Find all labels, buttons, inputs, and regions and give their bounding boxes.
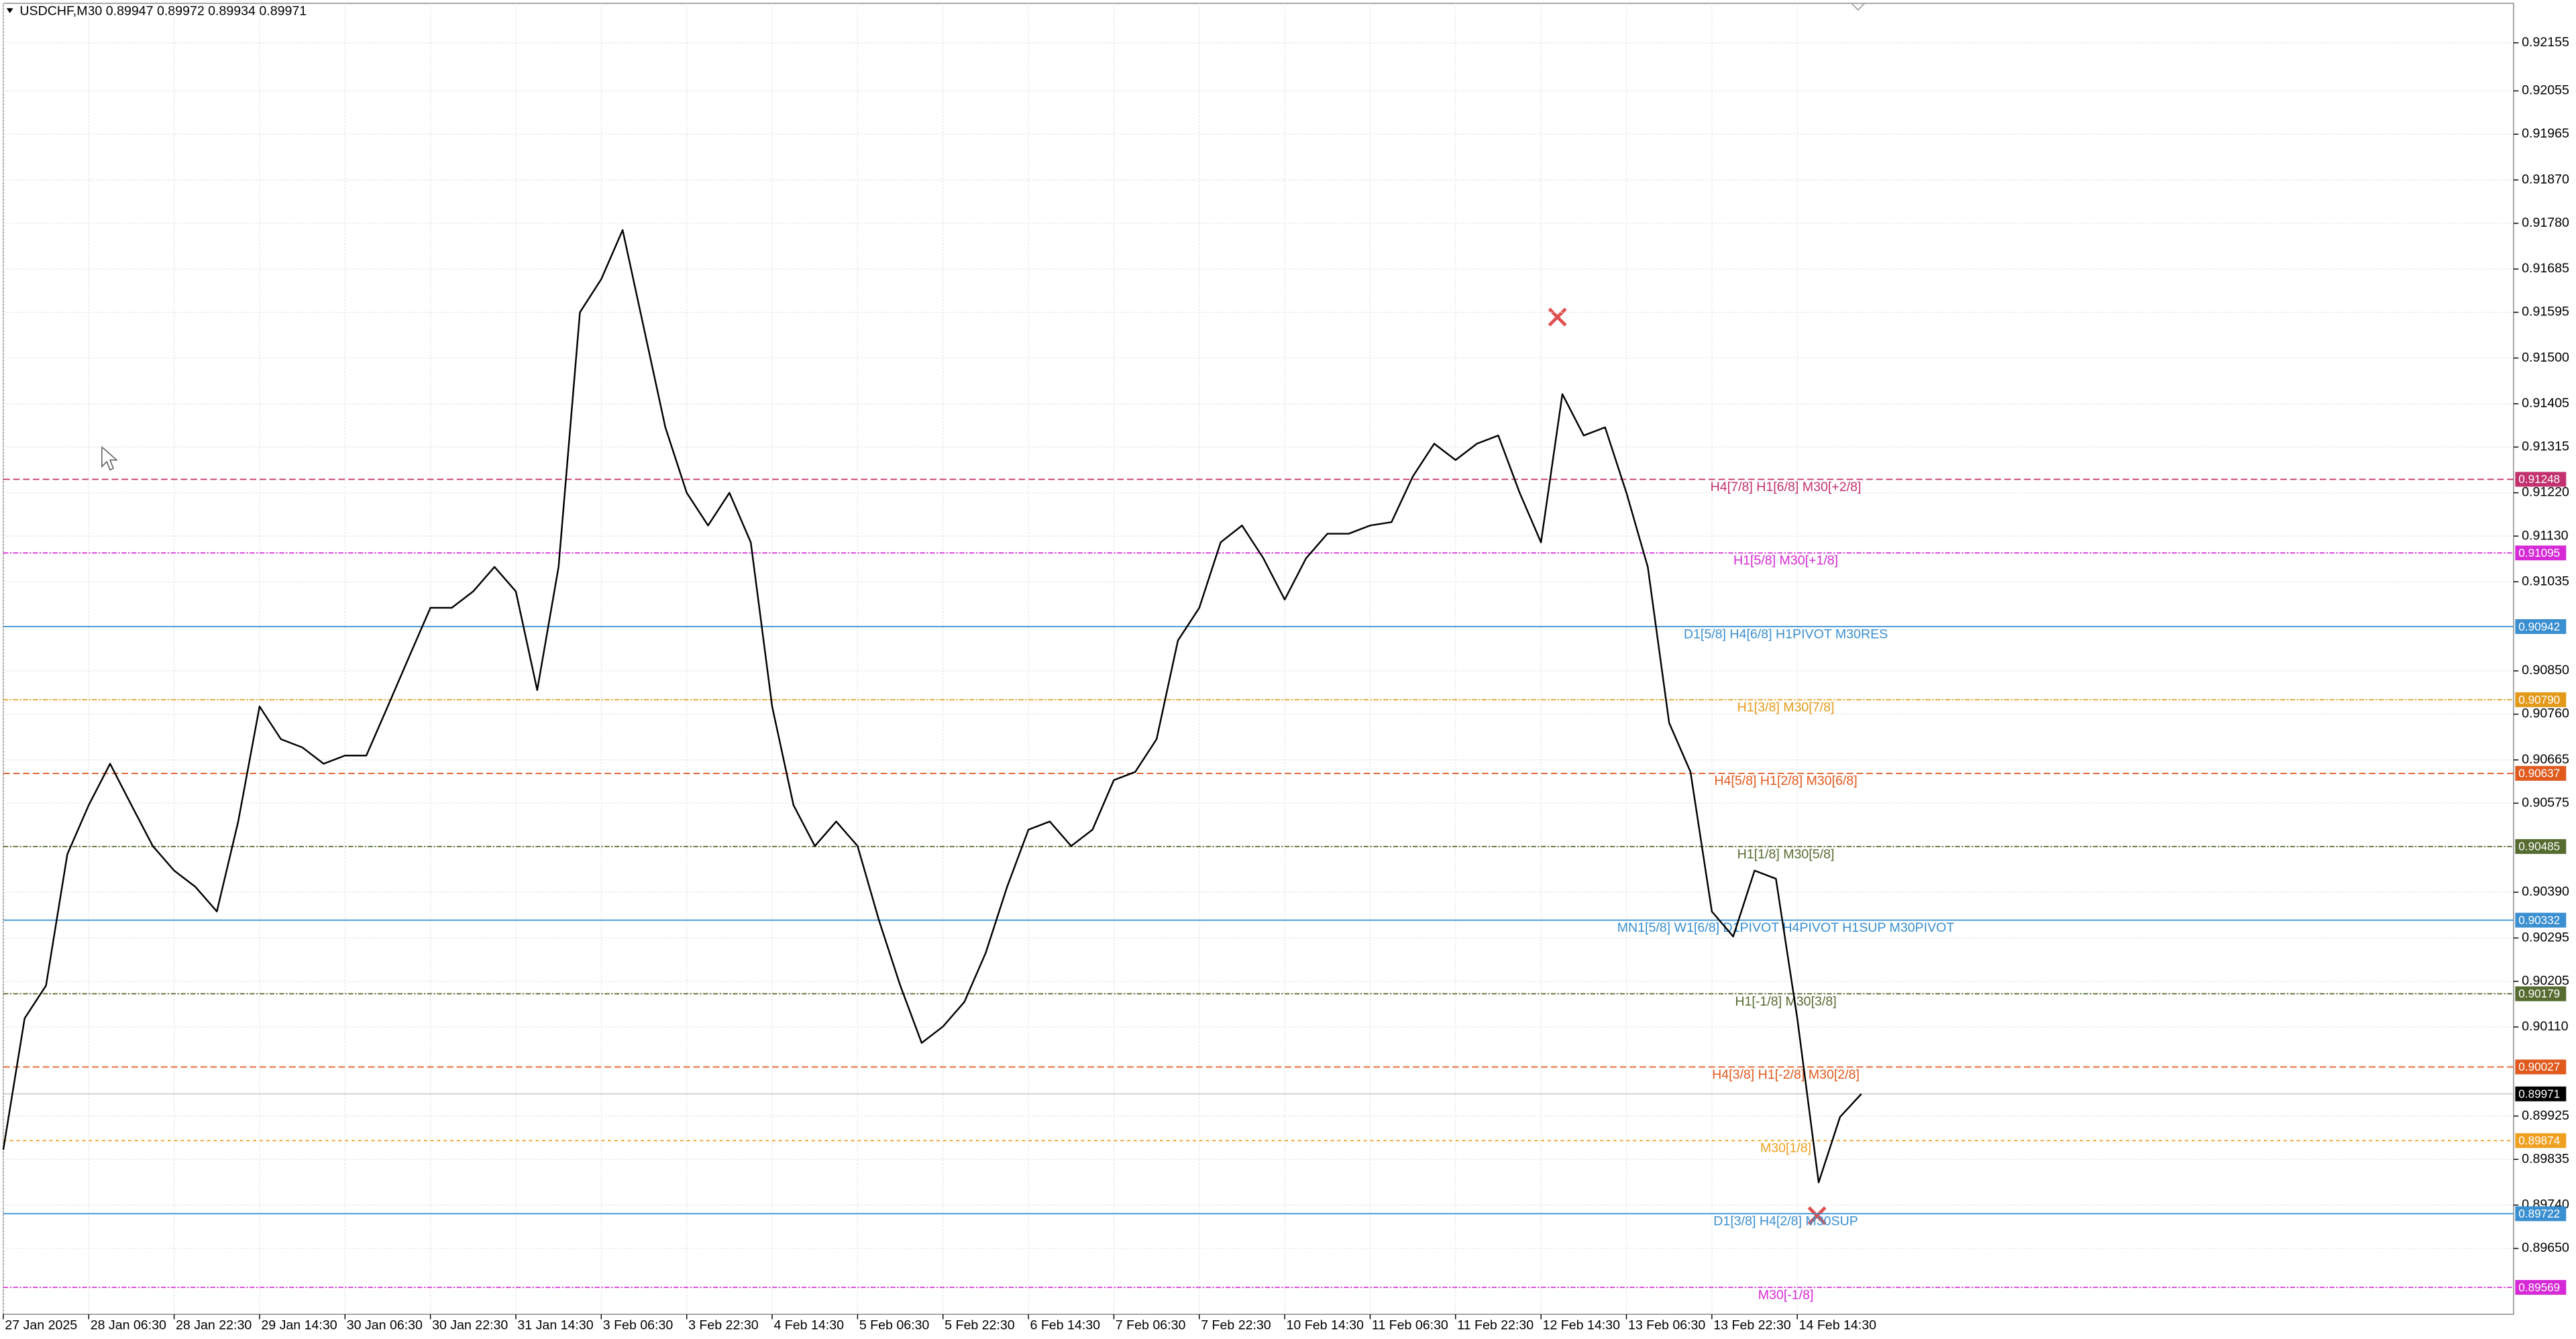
level-price-box	[2515, 765, 2567, 781]
level-price-label: 0.90179	[2518, 987, 2560, 1000]
y-tick-label: 0.91965	[2522, 126, 2569, 141]
y-tick-label: 0.90110	[2522, 1019, 2568, 1034]
current-price-label: 0.89971	[2518, 1087, 2560, 1100]
level-price-box	[2515, 1133, 2567, 1148]
level-label: H4[5/8] H1[2/8] M30[6/8]	[1714, 773, 1857, 788]
x-tick-label: 12 Feb 14:30	[1543, 1318, 1620, 1333]
y-tick-label: 0.89835	[2522, 1151, 2569, 1166]
level-price-label: 0.90485	[2518, 840, 2560, 853]
y-tick-label: 0.91405	[2522, 396, 2569, 411]
level-price-box	[2515, 839, 2567, 854]
level-price-label: 0.91095	[2518, 546, 2560, 559]
level-label: M30[1/8]	[1760, 1141, 1811, 1156]
current-price-box	[2515, 1086, 2567, 1102]
x-tick-label: 11 Feb 22:30	[1457, 1318, 1534, 1333]
level-price-label: 0.90942	[2518, 620, 2560, 633]
y-tick-label: 0.92055	[2522, 83, 2569, 98]
x-tick-label: 7 Feb 22:30	[1201, 1318, 1271, 1333]
shift-marker	[1851, 3, 1866, 11]
marker-high	[1548, 307, 1567, 327]
level-label: H1[3/8] M30[7/8]	[1737, 700, 1835, 714]
y-tick-label: 0.91500	[2522, 350, 2569, 365]
level-price-box	[2515, 1059, 2567, 1075]
x-tick-label: 14 Feb 14:30	[1799, 1318, 1876, 1333]
chart-title: USDCHF,M30 0.89947 0.89972 0.89934 0.899…	[19, 3, 307, 18]
price-line	[2, 229, 1862, 1183]
level-label: MN1[5/8] W1[6/8] D1PIVOT H4PIVOT H1SUP M…	[1617, 920, 1955, 935]
x-tick-label: 5 Feb 06:30	[859, 1318, 930, 1333]
level-price-label: 0.89874	[2518, 1134, 2560, 1147]
level-price-box	[2515, 1206, 2567, 1222]
menu-arrow[interactable]	[6, 8, 13, 13]
x-tick-label: 28 Jan 06:30	[91, 1318, 166, 1333]
y-tick-label: 0.89650	[2522, 1240, 2569, 1255]
cursor	[101, 445, 118, 471]
y-tick-label: 0.92155	[2522, 35, 2569, 50]
level-label: H4[7/8] H1[6/8] M30[+2/8]	[1711, 480, 1862, 494]
y-tick-label: 0.90295	[2522, 930, 2569, 945]
level-price-box	[2515, 619, 2567, 635]
level-price-box	[2515, 692, 2567, 708]
level-price-box	[2515, 986, 2567, 1002]
level-price-box	[2515, 545, 2567, 561]
y-tick-label: 0.91685	[2522, 261, 2569, 276]
x-tick-label: 13 Feb 06:30	[1628, 1318, 1705, 1333]
y-tick-label: 0.90850	[2522, 663, 2569, 678]
y-tick-label: 0.89925	[2522, 1108, 2569, 1123]
x-tick-label: 27 Jan 2025	[5, 1318, 77, 1333]
y-tick-label: 0.90575	[2522, 795, 2569, 810]
level-label: H1[5/8] M30[+1/8]	[1733, 553, 1838, 568]
level-price-label: 0.89569	[2518, 1281, 2560, 1294]
y-tick-label: 0.91035	[2522, 574, 2569, 588]
y-tick-label: 0.90205	[2522, 973, 2569, 988]
level-price-label: 0.89722	[2518, 1207, 2560, 1220]
x-tick-label: 28 Jan 22:30	[176, 1318, 252, 1333]
level-price-label: 0.90790	[2518, 693, 2560, 706]
y-tick-label: 0.91130	[2522, 528, 2568, 543]
level-price-label: 0.91248	[2518, 472, 2560, 486]
x-tick-label: 6 Feb 14:30	[1030, 1318, 1101, 1333]
level-price-box	[2515, 912, 2567, 928]
marker-low	[1807, 1206, 1827, 1226]
y-tick-label: 0.91870	[2522, 172, 2569, 186]
x-tick-label: 5 Feb 22:30	[945, 1318, 1015, 1333]
level-label: H1[-1/8] M30[3/8]	[1735, 994, 1836, 1009]
y-tick-label: 0.91595	[2522, 305, 2569, 319]
level-price-label: 0.90332	[2518, 913, 2560, 926]
x-tick-label: 10 Feb 14:30	[1287, 1318, 1364, 1333]
level-label: M30[-1/8]	[1758, 1287, 1814, 1302]
y-tick-label: 0.91220	[2522, 485, 2569, 500]
level-price-label: 0.90637	[2518, 767, 2560, 780]
x-tick-label: 31 Jan 14:30	[517, 1318, 593, 1333]
level-price-label: 0.90027	[2518, 1060, 2560, 1073]
level-label: D1[5/8] H4[6/8] H1PIVOT M30RES	[1684, 627, 1888, 641]
x-tick-label: 3 Feb 22:30	[688, 1318, 759, 1333]
y-tick-label: 0.91780	[2522, 215, 2569, 230]
level-label: H4[3/8] H1[-2/8] M30[2/8]	[1712, 1067, 1860, 1082]
y-tick-label: 0.91315	[2522, 439, 2569, 454]
x-tick-label: 30 Jan 22:30	[432, 1318, 508, 1333]
level-label: D1[3/8] H4[2/8] M30SUP	[1713, 1214, 1858, 1229]
x-tick-label: 11 Feb 06:30	[1372, 1318, 1448, 1333]
y-tick-label: 0.90390	[2522, 884, 2569, 899]
level-price-box	[2515, 472, 2567, 487]
x-tick-label: 29 Jan 14:30	[261, 1318, 337, 1333]
level-label: H1[1/8] M30[5/8]	[1737, 847, 1835, 861]
y-tick-label: 0.90760	[2522, 706, 2569, 721]
x-tick-label: 30 Jan 06:30	[347, 1318, 423, 1333]
x-tick-label: 13 Feb 22:30	[1713, 1318, 1790, 1333]
level-price-box	[2515, 1280, 2567, 1295]
x-tick-label: 4 Feb 14:30	[773, 1318, 844, 1333]
x-tick-label: 3 Feb 06:30	[603, 1318, 674, 1333]
y-tick-label: 0.90665	[2522, 752, 2569, 767]
x-tick-label: 7 Feb 06:30	[1116, 1318, 1186, 1333]
